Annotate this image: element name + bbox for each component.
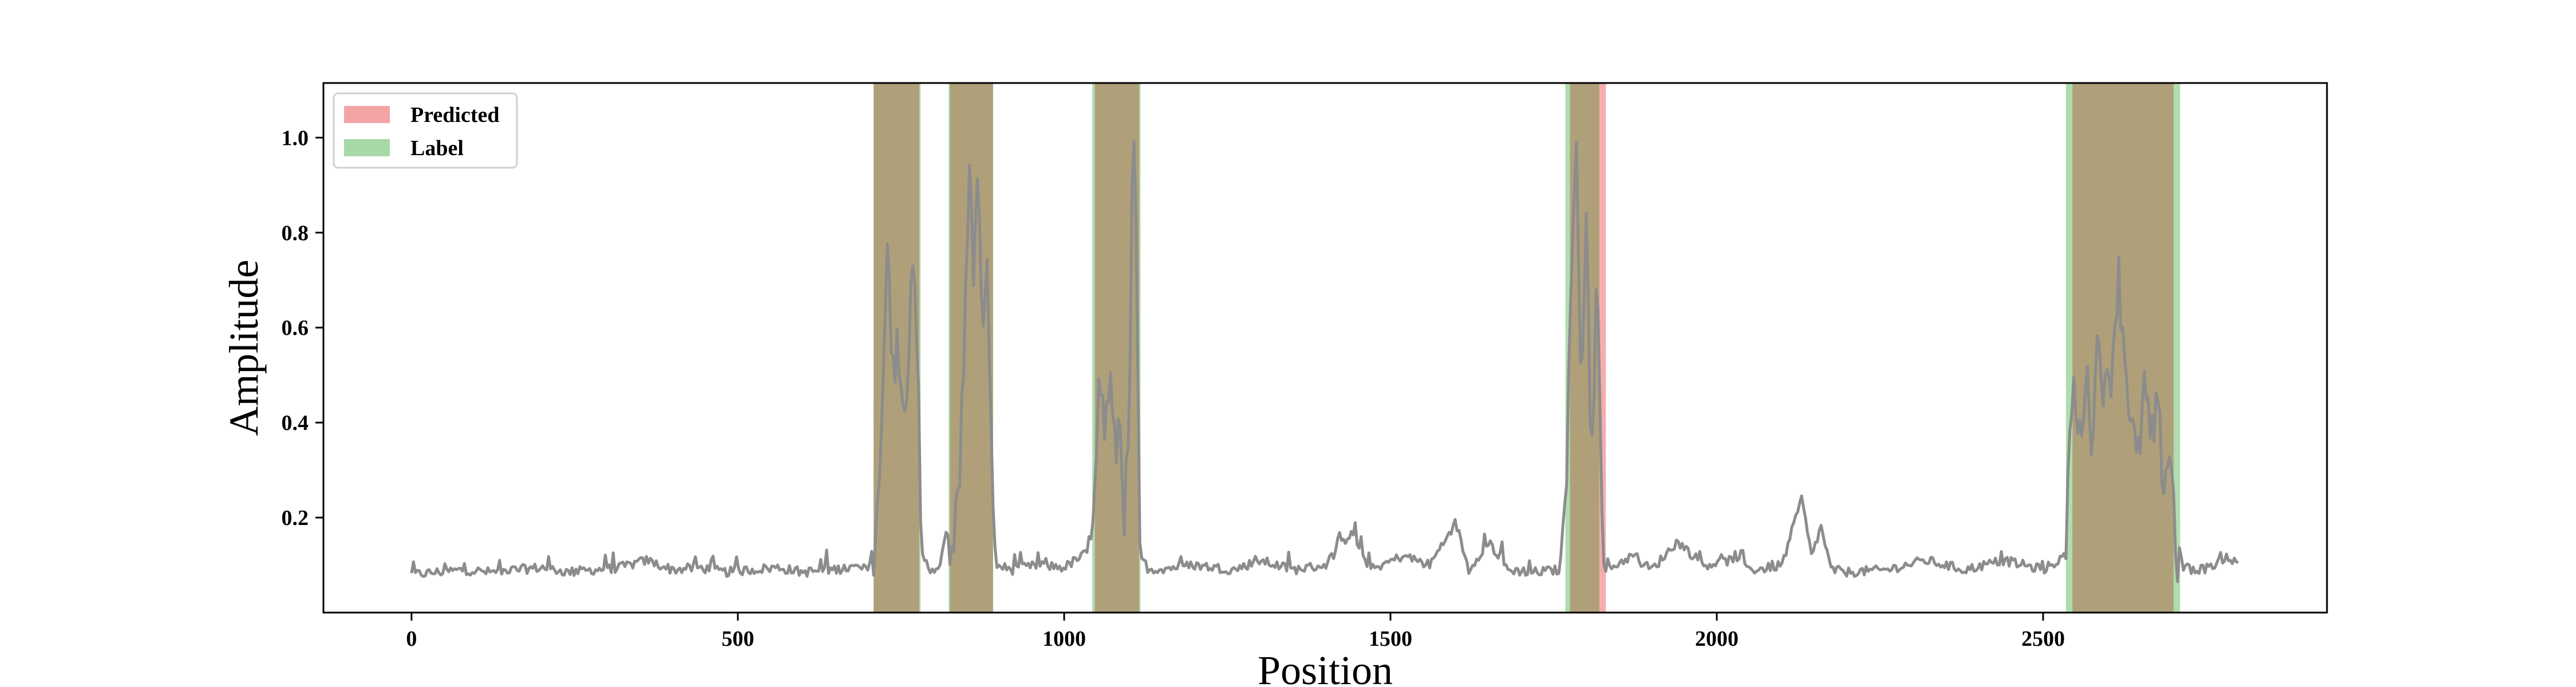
overlap-region xyxy=(950,83,993,613)
x-tick-label: 0 xyxy=(406,627,417,651)
plot-frame xyxy=(322,82,2328,614)
x-tick-label: 1000 xyxy=(1042,627,1086,651)
x-tick-label: 2500 xyxy=(2021,627,2065,651)
x-axis-label: Position xyxy=(1258,647,1393,687)
y-tick-label: 0.8 xyxy=(282,221,309,245)
legend: Predicted Label xyxy=(333,92,518,169)
legend-label: Predicted xyxy=(410,103,499,127)
amplitude-line xyxy=(410,140,2239,583)
y-tick-label: 0.4 xyxy=(282,411,309,435)
y-tick-label: 0.2 xyxy=(282,506,309,530)
x-axis: 0 500 1000 1500 2000 2500 xyxy=(406,613,2065,651)
legend-label: Label xyxy=(410,136,464,160)
legend-swatch xyxy=(344,139,390,156)
legend-swatch xyxy=(344,106,390,123)
x-tick-label: 500 xyxy=(721,627,754,651)
signal-series xyxy=(410,140,2239,583)
y-tick-label: 1.0 xyxy=(282,126,309,150)
y-tick-label: 0.6 xyxy=(282,316,309,340)
y-axis-label: Amplitude xyxy=(221,260,267,436)
y-axis: 0.2 0.4 0.6 0.8 1.0 xyxy=(282,126,323,530)
x-tick-label: 1500 xyxy=(1369,627,1412,651)
x-tick-label: 2000 xyxy=(1695,627,1739,651)
